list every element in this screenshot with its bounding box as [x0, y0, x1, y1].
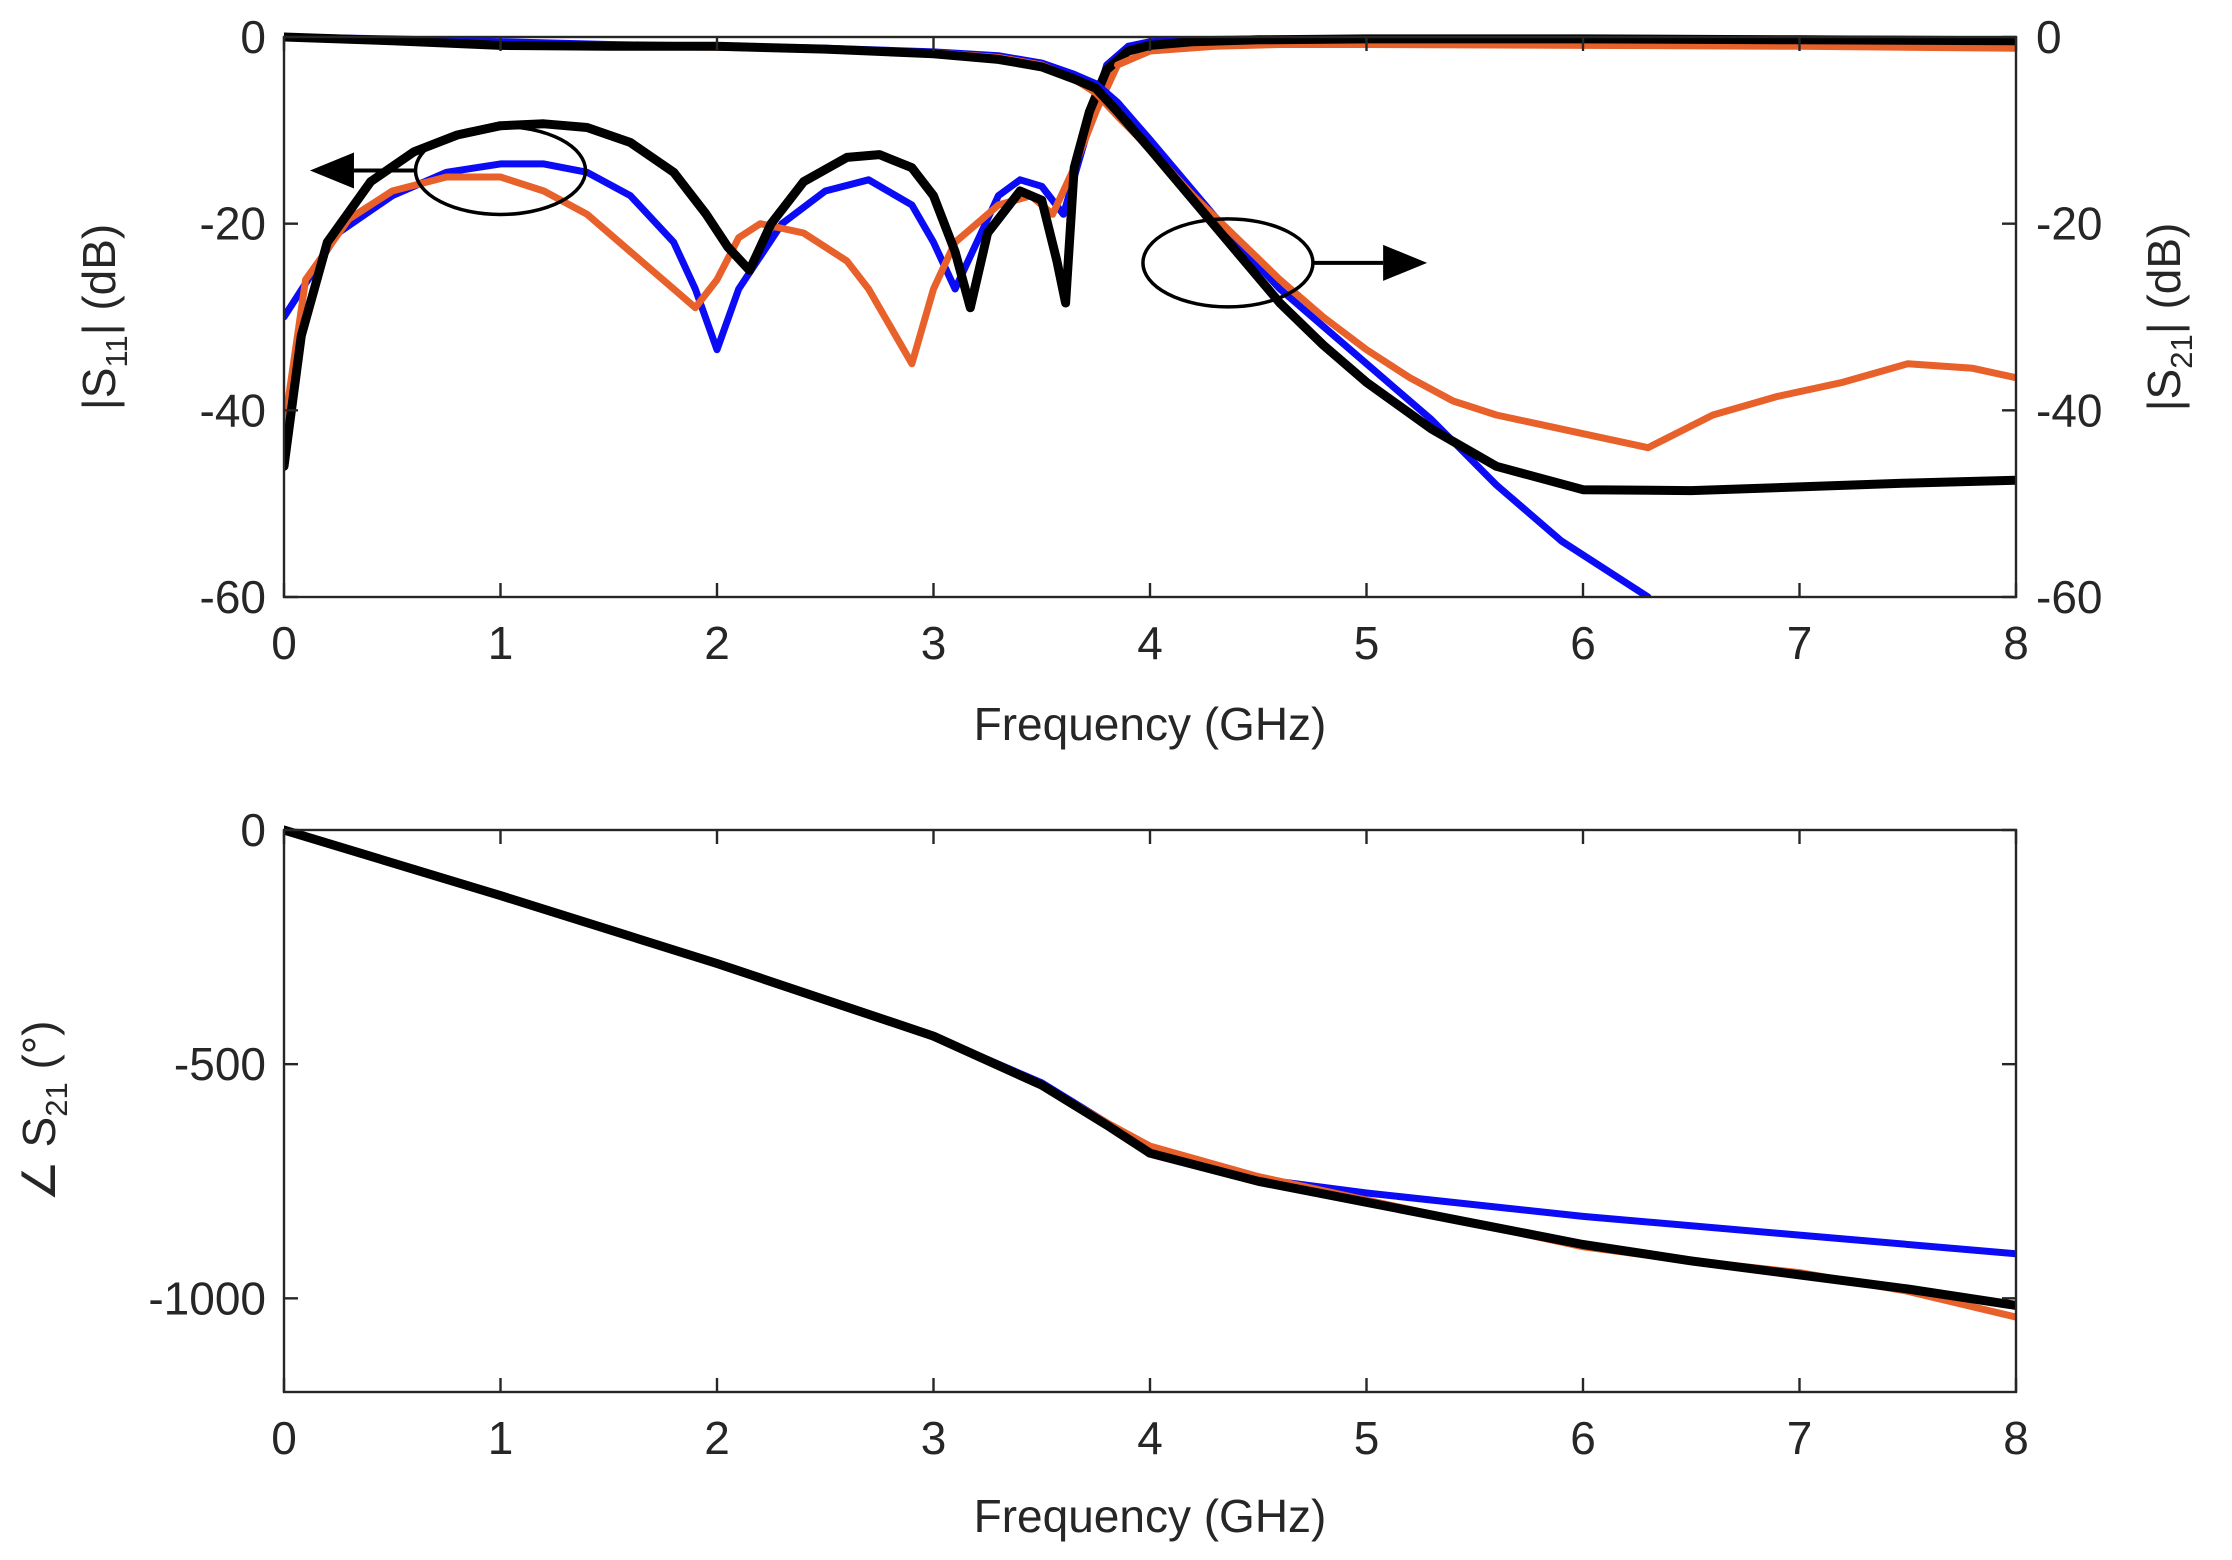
annotation-arrowhead-left [309, 152, 354, 189]
phase-y-axis-label: ∠ S21 (°) [13, 1021, 74, 1202]
phase-x-tick-label: 6 [1570, 1412, 1596, 1464]
phase-y-tick-label: -1000 [148, 1272, 266, 1324]
magnitude-x-tick-label: 3 [921, 617, 947, 669]
magnitude-x-tick-label: 0 [271, 617, 297, 669]
phase-x-tick-label: 1 [488, 1412, 514, 1464]
phase-x-ticks: 0 1 2 3 4 5 6 7 8 [271, 830, 2029, 1464]
magnitude-left-y-axis-label: |S11| (dB) [73, 224, 134, 410]
phase-plot: 0 1 2 3 4 5 6 7 8 0 -500 -1000 Frequency (GHz) ∠ S… [13, 804, 2029, 1542]
magnitude-right-y-tick-label: 0 [2036, 11, 2062, 63]
phase-x-tick-label: 8 [2003, 1412, 2029, 1464]
magnitude-x-tick-label: 1 [488, 617, 514, 669]
magnitude-x-tick-label: 7 [1787, 617, 1813, 669]
magnitude-right-y-ticks: 0 -20 -40 -60 [2002, 11, 2102, 623]
phase-x-tick-label: 2 [704, 1412, 730, 1464]
annotation-arrowhead-right [1383, 244, 1428, 281]
magnitude-right-y-axis-label: |S21| (dB) [2138, 223, 2199, 412]
magnitude-right-y-tick-label: -20 [2036, 198, 2102, 250]
magnitude-x-tick-label: 4 [1137, 617, 1163, 669]
phase-y-tick-label: 0 [240, 804, 266, 856]
magnitude-plot: 0 1 2 3 4 5 6 7 8 0 -20 -40 -60 0 -20 -40 -60 Frequenc… [73, 11, 2199, 750]
phase-y-tick-label: -500 [174, 1038, 266, 1090]
magnitude-series-s11-blue [284, 42, 1132, 354]
magnitude-series-s11-black [284, 46, 1133, 471]
phase-x-axis-label: Frequency (GHz) [974, 1490, 1327, 1542]
magnitude-x-ticks: 0 1 2 3 4 5 6 7 8 [271, 37, 2029, 669]
magnitude-x-tick-label: 2 [704, 617, 730, 669]
magnitude-y-tick-label: -20 [200, 198, 266, 250]
phase-x-tick-label: 5 [1354, 1412, 1380, 1464]
magnitude-y-tick-label: -60 [200, 571, 266, 623]
magnitude-series-s11-rise-orange [1114, 41, 2016, 69]
phase-x-tick-label: 4 [1137, 1412, 1163, 1464]
magnitude-x-tick-label: 6 [1570, 617, 1596, 669]
phase-x-tick-label: 3 [921, 1412, 947, 1464]
magnitude-right-y-tick-label: -40 [2036, 384, 2102, 436]
magnitude-series-s11-rise-black [1123, 34, 2016, 56]
phase-y-ticks: 0 -500 -1000 [148, 804, 2016, 1324]
phase-x-tick-label: 0 [271, 1412, 297, 1464]
magnitude-y-tick-label: -40 [200, 384, 266, 436]
magnitude-left-y-ticks: 0 -20 -40 -60 [200, 11, 298, 623]
phase-x-tick-label: 7 [1787, 1412, 1813, 1464]
magnitude-series-layer [284, 32, 2016, 597]
magnitude-y-tick-label: 0 [240, 11, 266, 63]
magnitude-right-y-tick-label: -60 [2036, 571, 2102, 623]
phase-series-layer [284, 825, 2016, 1321]
magnitude-x-axis-label: Frequency (GHz) [974, 698, 1327, 750]
phase-series-phase-black [284, 825, 2016, 1310]
magnitude-x-tick-label: 5 [1354, 617, 1380, 669]
magnitude-x-tick-label: 8 [2003, 617, 2029, 669]
magnitude-annotations [309, 124, 1428, 309]
